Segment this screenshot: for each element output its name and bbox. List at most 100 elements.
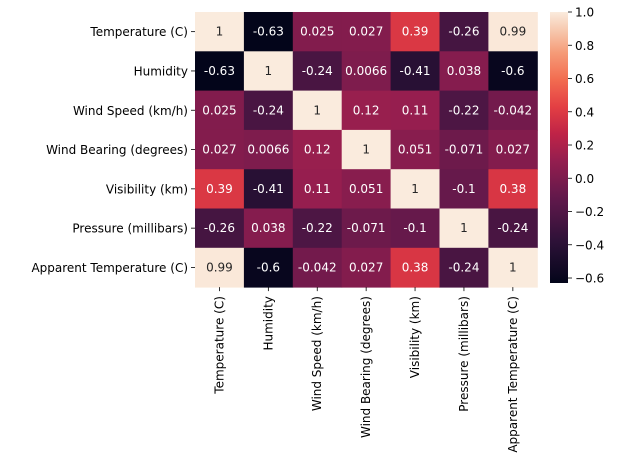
heatmap-cell [390, 247, 440, 288]
cell-value-label: 0.027 [202, 143, 236, 157]
cell-value-label: 1 [460, 221, 468, 235]
y-tick-label: Apparent Temperature (C) [31, 261, 188, 275]
cell-value-label: 0.39 [206, 182, 233, 196]
cell-value-label: 0.027 [496, 143, 530, 157]
cell-value-label: -0.63 [204, 64, 235, 78]
colorbar-tick-label: 0.8 [575, 39, 594, 53]
cell-value-label: -0.6 [257, 260, 280, 274]
cell-value-label: 0.027 [349, 25, 383, 39]
cell-value-label: 0.39 [402, 25, 429, 39]
y-tick-label: Visibility (km) [106, 182, 188, 196]
heatmap-cell [439, 247, 489, 288]
heatmap-cell [195, 12, 245, 52]
cell-value-label: 0.99 [499, 25, 526, 39]
cell-value-label: -0.24 [302, 64, 333, 78]
y-axis-ticks: Temperature (C) Humidity Wind Speed (km/h)… [31, 25, 195, 275]
heatmap-cell [390, 51, 440, 92]
cell-value-label: -0.63 [253, 25, 284, 39]
cell-value-label: -0.26 [448, 25, 479, 39]
heatmap-cell [292, 51, 343, 92]
heatmap-cell [243, 90, 294, 131]
y-tick-label: Humidity [134, 64, 188, 78]
cell-value-label: 0.38 [402, 260, 429, 274]
heatmap-cell [195, 90, 245, 131]
cell-value-label: 0.025 [202, 103, 236, 117]
cell-value-label: 0.38 [499, 182, 526, 196]
colorbar-ticks: −0.6 −0.4 −0.2 0.0 0.2 0.4 0.6 0.8 1.0 [568, 6, 604, 286]
x-axis-ticks: Temperature (C) Humidity Wind Speed (km/h)… [212, 287, 520, 453]
colorbar-tick-label: 1.0 [575, 6, 594, 20]
heatmap-cell [292, 129, 343, 170]
cell-value-label: 1 [509, 260, 517, 274]
heatmap-cell [390, 90, 440, 131]
heatmap-cell [390, 129, 440, 170]
heatmap-cell [439, 129, 489, 170]
cell-value-label: 1 [216, 25, 224, 39]
cell-value-label: 0.025 [300, 25, 334, 39]
cell-value-label: 0.027 [349, 260, 383, 274]
heatmap-cell [390, 169, 440, 209]
x-tick-label: Wind Speed (km/h) [310, 296, 324, 411]
heatmap-cell [292, 12, 343, 52]
heatmap-cell [390, 208, 440, 249]
heatmap-cell [439, 12, 489, 52]
heatmap-cell [195, 129, 245, 170]
x-tick-label: Apparent Temperature (C) [506, 296, 520, 453]
heatmap-cell [488, 247, 538, 288]
colorbar-tick-label: −0.6 [575, 272, 604, 286]
heatmap-cell [243, 51, 294, 92]
cell-value-label: -0.042 [298, 260, 337, 274]
cell-value-label: -0.24 [497, 221, 528, 235]
heatmap-cell [243, 12, 294, 52]
heatmap-cell [341, 90, 392, 131]
colorbar-tick-label: 0.2 [575, 139, 594, 153]
colorbar-tick-label: 0.0 [575, 172, 594, 186]
cell-value-label: 0.0066 [247, 143, 289, 157]
cell-value-label: 0.0066 [345, 64, 387, 78]
cell-value-label: 0.051 [398, 143, 432, 157]
y-tick-label: Pressure (millibars) [72, 222, 188, 236]
colorbar-tick-label: 0.6 [575, 72, 594, 86]
heatmap-cell [195, 247, 245, 288]
cell-value-label: 1 [411, 182, 419, 196]
cell-value-label: 0.11 [402, 103, 429, 117]
heatmap-cell [341, 169, 392, 209]
y-tick-label: Wind Speed (km/h) [73, 104, 188, 118]
heatmap-cell [292, 208, 343, 249]
heatmap-cell [243, 169, 294, 209]
heatmap-cell [341, 247, 392, 288]
heatmap-cell [243, 247, 294, 288]
x-tick-label: Humidity [261, 296, 275, 350]
heatmap-cell [292, 169, 343, 209]
cell-value-label: -0.24 [448, 260, 479, 274]
cell-value-label: 0.12 [304, 143, 331, 157]
heatmap-cell [292, 247, 343, 288]
heatmap-cell [439, 51, 489, 92]
cell-value-label: 0.038 [447, 64, 481, 78]
cell-value-label: -0.6 [501, 64, 524, 78]
heatmap-cell-labels: 1 -0.63 0.025 0.027 0.39 -0.26 0.99 -0.63 1 -0.24… [202, 25, 532, 275]
heatmap-cell [488, 51, 538, 92]
heatmap-cell [488, 129, 538, 170]
cell-value-label: -0.071 [347, 221, 386, 235]
heatmap-cell [488, 208, 538, 249]
cell-value-label: -0.042 [494, 103, 533, 117]
cell-value-label: -0.26 [204, 221, 235, 235]
x-tick-label: Pressure (millibars) [457, 296, 471, 412]
cell-value-label: 1 [362, 143, 370, 157]
heatmap-cell [488, 90, 538, 131]
heatmap-cell [439, 169, 489, 209]
cell-value-label: -0.22 [448, 103, 479, 117]
heatmap-cell [292, 90, 343, 131]
colorbar-tick-label: −0.4 [575, 238, 604, 252]
heatmap-cell [341, 51, 392, 92]
heatmap-cell [390, 12, 440, 52]
cell-value-label: -0.41 [400, 64, 431, 78]
cell-value-label: 1 [313, 103, 321, 117]
y-tick-label: Temperature (C) [89, 25, 188, 39]
heatmap-cell [439, 90, 489, 131]
cell-value-label: -0.22 [302, 221, 333, 235]
cell-value-label: -0.24 [253, 103, 284, 117]
heatmap-cell [243, 129, 294, 170]
